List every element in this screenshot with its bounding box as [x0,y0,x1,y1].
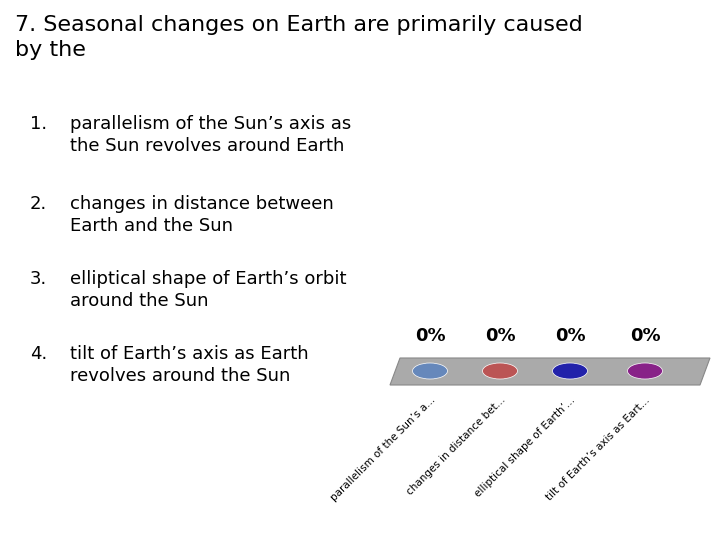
Ellipse shape [413,363,448,379]
Ellipse shape [482,363,518,379]
Text: changes in distance between
Earth and the Sun: changes in distance between Earth and th… [70,195,334,235]
Text: 0%: 0% [415,327,445,345]
Text: 0%: 0% [485,327,516,345]
Text: 4.: 4. [30,345,48,363]
Text: 2.: 2. [30,195,48,213]
Polygon shape [390,358,710,385]
Text: tilt of Earth’s axis as Eart...: tilt of Earth’s axis as Eart... [544,395,652,502]
Ellipse shape [628,363,662,379]
Text: 3.: 3. [30,270,48,288]
Text: changes in distance bet...: changes in distance bet... [405,395,507,497]
Text: 1.: 1. [30,115,47,133]
Text: parallelism of the Sun’s axis as
the Sun revolves around Earth: parallelism of the Sun’s axis as the Sun… [70,115,351,155]
Text: 7. Seasonal changes on Earth are primarily caused
by the: 7. Seasonal changes on Earth are primari… [15,15,582,60]
Text: parallelism of the Sun’s a...: parallelism of the Sun’s a... [329,395,437,503]
Text: 0%: 0% [630,327,660,345]
Text: 0%: 0% [554,327,585,345]
Text: elliptical shape of Earth’...: elliptical shape of Earth’... [473,395,577,499]
Ellipse shape [552,363,588,379]
Text: elliptical shape of Earth’s orbit
around the Sun: elliptical shape of Earth’s orbit around… [70,270,346,310]
Text: tilt of Earth’s axis as Earth
revolves around the Sun: tilt of Earth’s axis as Earth revolves a… [70,345,309,385]
